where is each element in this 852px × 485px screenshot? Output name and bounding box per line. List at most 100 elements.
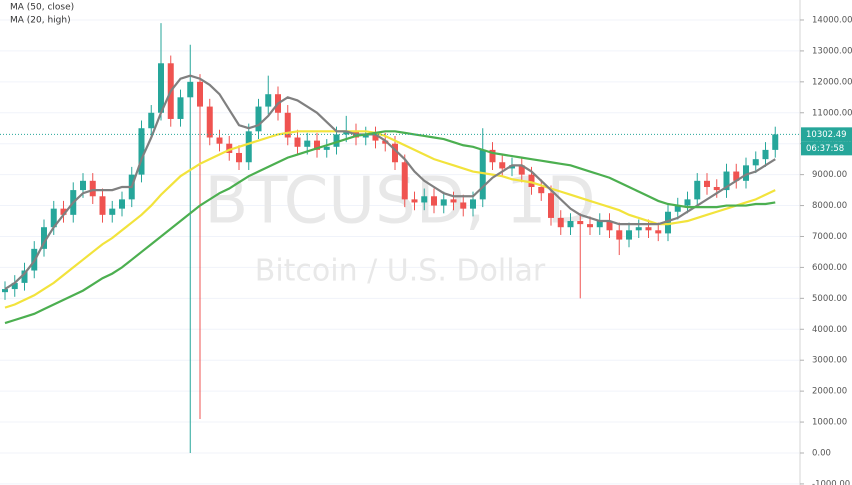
- candle-body: [470, 199, 476, 209]
- candle-body: [138, 128, 145, 175]
- candle-body: [206, 106, 213, 138]
- candle-body: [704, 180, 710, 187]
- candle-body: [21, 270, 28, 283]
- candle-body: [304, 140, 311, 147]
- candle-body: [148, 112, 155, 129]
- candle-body: [382, 140, 389, 144]
- candle-body: [99, 196, 106, 215]
- y-tick-label: 4000.00: [812, 325, 847, 335]
- candle-body: [538, 186, 545, 194]
- candle-body: [323, 146, 330, 150]
- candle-body: [645, 227, 652, 231]
- candle-body: [314, 140, 320, 150]
- candle-body: [60, 208, 67, 215]
- candle-body: [265, 94, 272, 107]
- candle-body: [392, 143, 398, 163]
- candle-body: [343, 131, 350, 135]
- candle-body: [518, 165, 525, 175]
- candle-body: [606, 221, 613, 231]
- candle-body: [11, 282, 18, 290]
- candle-body: [236, 152, 242, 163]
- candle-body: [333, 134, 340, 147]
- candle-body: [216, 137, 223, 144]
- candle-body: [743, 165, 749, 181]
- candle-body: [489, 149, 496, 163]
- y-tick-label: -1000.00: [812, 479, 850, 485]
- candle-body: [460, 202, 467, 209]
- candle-body: [158, 63, 164, 113]
- candle-body: [255, 106, 262, 132]
- candle-body: [577, 221, 584, 225]
- candle-body: [284, 112, 291, 138]
- y-tick-label: 7000.00: [812, 232, 847, 242]
- candle-body: [772, 134, 779, 150]
- candle-body: [557, 217, 564, 228]
- candle-body: [177, 97, 184, 119]
- candle-body: [197, 81, 203, 107]
- candle-body: [80, 180, 86, 191]
- candle-body: [762, 149, 769, 160]
- y-tick-label: 6000.00: [812, 263, 847, 273]
- last-price-box: [801, 127, 852, 142]
- candle-body: [528, 174, 535, 187]
- candle-body: [635, 227, 642, 231]
- candle-body: [440, 199, 447, 206]
- candle-body: [665, 211, 671, 234]
- candle-body: [567, 221, 574, 228]
- candle-body: [89, 180, 96, 197]
- legend-entry: MA (20, high): [10, 16, 71, 26]
- y-tick-label: 8000.00: [812, 201, 847, 211]
- candle-body: [245, 131, 252, 163]
- candle-body: [655, 230, 662, 234]
- candle-body: [372, 134, 379, 141]
- candle-body: [616, 230, 623, 240]
- candle-body: [499, 162, 506, 169]
- candle-body: [294, 137, 301, 147]
- candle-body: [119, 199, 125, 209]
- y-tick-label: 0.00: [812, 448, 831, 458]
- candle-body: [401, 162, 408, 200]
- moving-average-line: [4, 130, 776, 309]
- candle-body: [2, 289, 8, 293]
- candle-body: [733, 171, 740, 181]
- y-tick-label: 11000.00: [812, 108, 852, 118]
- legend-entry: MA (50, close): [10, 3, 74, 13]
- candle-body: [684, 199, 691, 206]
- candle-body: [421, 196, 428, 203]
- y-tick-label: 13000.00: [812, 46, 852, 56]
- watermark-name: Bitcoin / U.S. Dollar: [255, 254, 546, 289]
- y-tick-label: 12000.00: [812, 77, 852, 87]
- y-tick-label: 1000.00: [812, 418, 847, 428]
- candle-body: [431, 196, 437, 206]
- candle-body: [694, 180, 701, 200]
- candle-body: [41, 227, 47, 249]
- candle-body: [587, 224, 593, 228]
- candle-body: [226, 143, 233, 153]
- plot: [0, 23, 800, 453]
- y-tick-label: 2000.00: [812, 387, 847, 397]
- candle-body: [509, 165, 515, 169]
- candle-body: [187, 81, 194, 98]
- candle-body: [50, 208, 57, 228]
- candle-body: [596, 221, 603, 228]
- candle-body: [109, 208, 116, 215]
- price-axis: 14000.0013000.0012000.0011000.0010000.00…: [800, 15, 852, 485]
- candle-body: [362, 134, 369, 138]
- candle-body: [450, 199, 457, 203]
- y-tick-label: 3000.00: [812, 356, 847, 366]
- y-tick-label: 14000.00: [812, 15, 852, 25]
- moving-average-line: [4, 74, 776, 290]
- countdown-box: [801, 141, 852, 156]
- candle-body: [713, 186, 720, 191]
- candle-body: [548, 193, 554, 218]
- y-tick-label: 9000.00: [812, 170, 847, 180]
- candle-body: [479, 149, 486, 200]
- moving-average-line: [4, 130, 776, 325]
- y-tick-label: 5000.00: [812, 294, 847, 304]
- candle-body: [674, 205, 681, 212]
- candle-body: [411, 199, 418, 203]
- countdown-label: 06:37:58: [806, 144, 844, 154]
- candle-body: [626, 230, 632, 240]
